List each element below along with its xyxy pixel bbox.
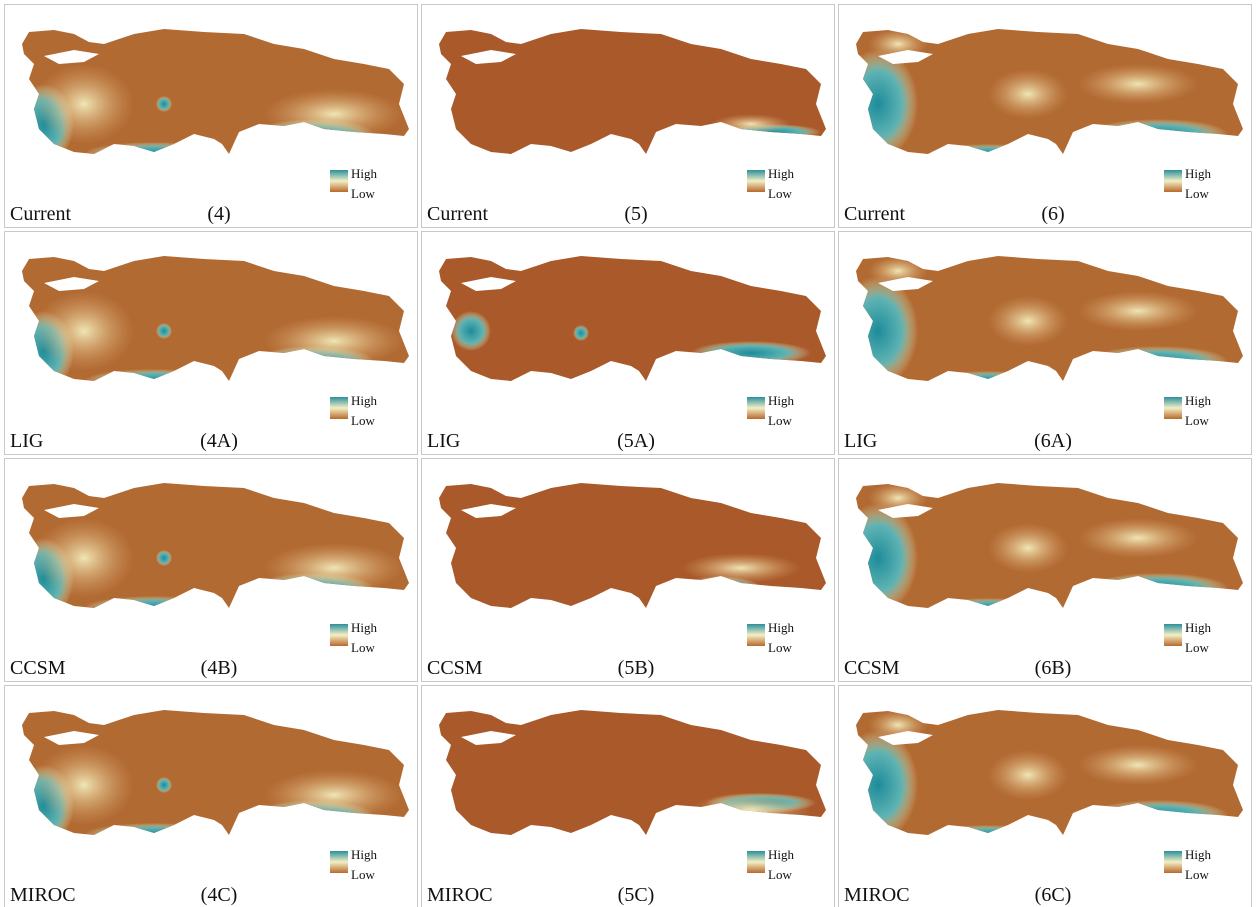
legend-ramp (1164, 397, 1182, 419)
suitability-area (156, 777, 172, 793)
legend-low: Low (351, 186, 375, 201)
panel-label: (4) (207, 203, 230, 225)
suitability-area (34, 745, 134, 825)
panel-label: (5B) (618, 657, 655, 679)
map-panel: High Low MIROC (5C) (421, 685, 835, 907)
suitability-area (1078, 291, 1198, 331)
map-panel: High Low MIROC (6C) (838, 685, 1252, 907)
scenario-label: Current (10, 203, 72, 225)
suitability-area (681, 553, 801, 583)
panel-label: (6A) (1034, 430, 1072, 452)
map-panel: High Low LIG (6A) (838, 231, 1252, 455)
map-panel: High Low LIG (4A) (4, 231, 418, 455)
scenario-label: LIG (844, 430, 877, 452)
legend-ramp (747, 397, 765, 419)
panel-label: (6) (1041, 203, 1064, 225)
legend-ramp (330, 851, 348, 873)
suitability-area (988, 523, 1068, 573)
legend-low: Low (1185, 640, 1209, 655)
legend-ramp (330, 397, 348, 419)
suitability-area (1078, 745, 1198, 785)
suitability-area (156, 550, 172, 566)
suitability-area (451, 311, 491, 351)
scenario-label: MIROC (10, 884, 76, 906)
legend-low: Low (351, 867, 375, 882)
legend-low: Low (768, 867, 792, 882)
legend-low: Low (768, 640, 792, 655)
legend-high: High (351, 166, 378, 181)
legend-ramp (747, 851, 765, 873)
scenario-label: MIROC (844, 884, 910, 906)
suitability-area (156, 96, 172, 112)
legend-low: Low (1185, 867, 1209, 882)
scenario-label: Current (427, 203, 489, 225)
panel-label: (5A) (617, 430, 655, 452)
scenario-label: Current (844, 203, 906, 225)
map-panel: High Low CCSM (4B) (4, 458, 418, 682)
legend-high: High (1185, 847, 1212, 862)
scenario-label: CCSM (427, 657, 483, 679)
legend-ramp (1164, 851, 1182, 873)
scenario-label: LIG (10, 430, 43, 452)
legend-high: High (1185, 166, 1212, 181)
map-panel: High Low CCSM (5B) (421, 458, 835, 682)
scenario-label: MIROC (427, 884, 493, 906)
legend-high: High (1185, 393, 1212, 408)
legend-ramp (1164, 170, 1182, 192)
suitability-area (988, 69, 1068, 119)
legend-ramp (1164, 624, 1182, 646)
suitability-area (34, 291, 134, 371)
map-panel: High Low MIROC (4C) (4, 685, 418, 907)
map-panel: High Low Current (6) (838, 4, 1252, 228)
suitability-area (1078, 64, 1198, 104)
legend-low: Low (1185, 186, 1209, 201)
legend-ramp (747, 624, 765, 646)
suitability-area (988, 750, 1068, 800)
legend-high: High (768, 620, 795, 635)
suitability-area (988, 296, 1068, 346)
suitability-area (34, 518, 134, 598)
legend-high: High (768, 847, 795, 862)
suitability-area (1078, 518, 1198, 558)
legend-high: High (768, 393, 795, 408)
legend-high: High (351, 393, 378, 408)
map-panel: High Low Current (5) (421, 4, 835, 228)
map-panel: High Low LIG (5A) (421, 231, 835, 455)
panel-label: (4C) (201, 884, 238, 906)
legend-ramp (747, 170, 765, 192)
panel-label: (6B) (1035, 657, 1072, 679)
panel-label: (4A) (200, 430, 238, 452)
legend-ramp (330, 170, 348, 192)
legend-ramp (330, 624, 348, 646)
legend-high: High (351, 847, 378, 862)
panel-label: (5C) (618, 884, 655, 906)
legend-low: Low (351, 413, 375, 428)
scenario-label: LIG (427, 430, 460, 452)
figure: High Low Current (4) High Low Current (5) High Lo… (0, 0, 1256, 907)
suitability-area (573, 325, 589, 341)
panel-label: (5) (624, 203, 647, 225)
map-panel: High Low CCSM (6B) (838, 458, 1252, 682)
legend-low: Low (351, 640, 375, 655)
legend-high: High (1185, 620, 1212, 635)
scenario-label: CCSM (844, 657, 900, 679)
panel-label: (4B) (201, 657, 238, 679)
scenario-label: CCSM (10, 657, 66, 679)
map-panel: High Low Current (4) (4, 4, 418, 228)
suitability-area (34, 64, 134, 144)
legend-low: Low (1185, 413, 1209, 428)
suitability-area (156, 323, 172, 339)
legend-low: Low (768, 186, 792, 201)
panel-label: (6C) (1035, 884, 1072, 906)
legend-high: High (351, 620, 378, 635)
legend-high: High (768, 166, 795, 181)
legend-low: Low (768, 413, 792, 428)
